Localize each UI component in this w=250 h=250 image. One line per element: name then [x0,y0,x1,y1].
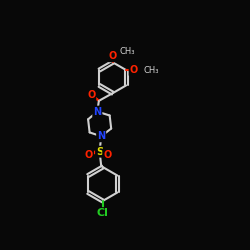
Text: CH₃: CH₃ [120,47,135,56]
Text: O: O [103,150,112,160]
Text: O: O [130,65,138,75]
Text: O: O [85,150,93,160]
Text: N: N [97,131,105,141]
Text: CH₃: CH₃ [143,66,158,74]
Text: S: S [96,147,103,157]
Text: N: N [93,106,102,117]
Text: O: O [108,51,117,61]
Text: Cl: Cl [97,208,109,218]
Text: O: O [87,90,95,100]
